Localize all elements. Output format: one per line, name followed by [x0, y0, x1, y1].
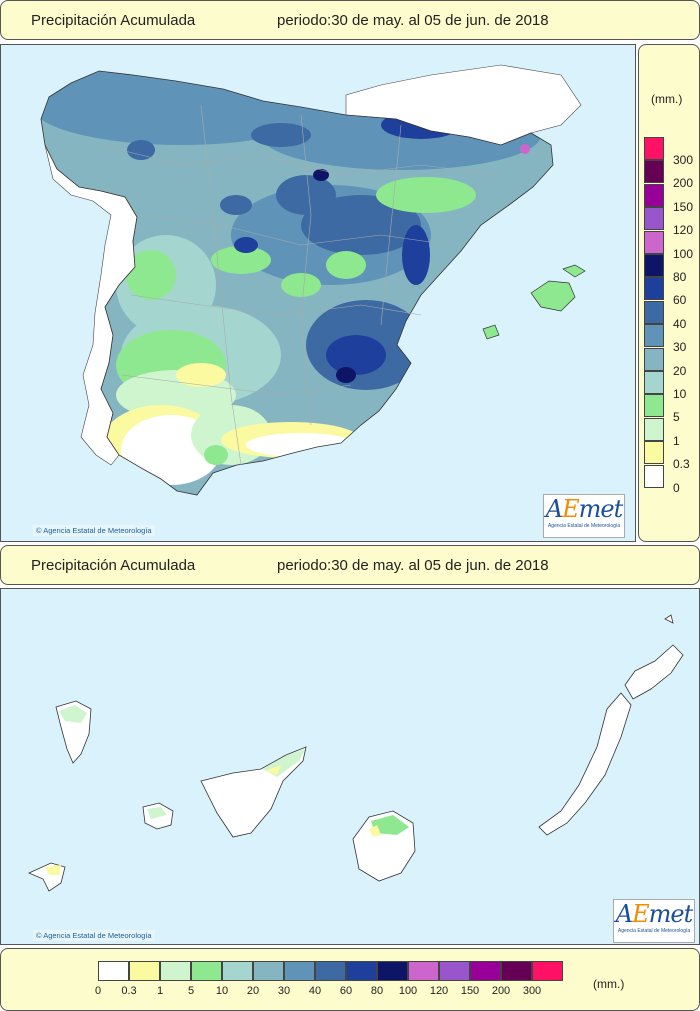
horizontal-legend-label: 10: [215, 985, 229, 997]
vertical-legend-swatch: [644, 230, 664, 254]
horizontal-legend-label: 150: [460, 985, 480, 997]
horizontal-legend-swatch: [315, 961, 346, 981]
horizontal-legend-swatch: [439, 961, 470, 981]
vertical-legend-label: 150: [673, 199, 694, 214]
vertical-legend-label: 100: [673, 246, 694, 261]
vertical-legend-swatch: [644, 183, 664, 207]
vertical-legend-label: 20: [673, 363, 687, 378]
balearic-ibiza: [482, 324, 500, 340]
horizontal-legend-label: 1: [156, 985, 164, 997]
horizontal-legend-swatch: [377, 961, 408, 981]
horizontal-legend-label: 100: [398, 985, 418, 997]
horizontal-legend-unit: (mm.): [593, 977, 625, 991]
horizontal-legend-label: 200: [491, 985, 511, 997]
vertical-legend-swatch: [644, 300, 664, 324]
horizontal-legend-label: 40: [308, 985, 322, 997]
balearic-menorca: [562, 264, 586, 278]
horizontal-legend-swatch: [346, 961, 377, 981]
island-fuerteventura: [538, 692, 632, 836]
vertical-legend-swatch: [644, 441, 664, 465]
top-title-bar: Precipitación Acumulada periodo:30 de ma…: [0, 0, 700, 40]
canary-map-drawing: [28, 614, 684, 892]
horizontal-legend-swatch: [160, 961, 191, 981]
horizontal-legend-label: 0.3: [121, 985, 137, 997]
vertical-legend-swatch: [644, 277, 664, 301]
horizontal-legend-swatch: [222, 961, 253, 981]
top-map-title: Precipitación Acumulada: [31, 12, 196, 29]
horizontal-legend-swatch: [501, 961, 532, 981]
vertical-legend-unit: (mm.): [651, 92, 683, 106]
vertical-legend-label: 10: [673, 387, 687, 401]
bottom-map-period: periodo:30 de may. al 05 de jun. de 2018: [277, 557, 549, 574]
island-lanzarote: [624, 644, 684, 700]
province-boundaries: [100, 104, 502, 466]
vertical-legend-swatch: [644, 347, 664, 371]
horizontal-legend-label: 120: [429, 985, 449, 997]
horizontal-legend-swatch: [253, 961, 284, 981]
vertical-legend-label: 300: [673, 153, 694, 167]
vertical-legend-swatch: [644, 207, 664, 231]
agency-credit-bottom: © Agencia Estatal de Meteorología: [33, 930, 155, 941]
vertical-legend-label: 30: [673, 340, 687, 355]
balearic-mallorca: [530, 280, 576, 312]
bottom-map-title: Precipitación Acumulada: [31, 557, 196, 574]
horizontal-legend-swatch: [284, 961, 315, 981]
horizontal-legend-label: 30: [277, 985, 291, 997]
vertical-legend-swatch: [644, 254, 664, 277]
vertical-legend: (mm.) 300 200 150 120 100 80 60 40 30 20 10 5 1 0.3 0: [638, 44, 700, 542]
horizontal-legend-label: 0: [94, 985, 102, 997]
horizontal-legend: 0 0.3 1 5 10 20 30 40 60 80 100 120 150 200 300 (mm.): [0, 948, 700, 1011]
vertical-legend-label: 5: [673, 410, 680, 425]
vertical-legend-label: 200: [673, 176, 694, 191]
vertical-legend-label: 60: [673, 293, 687, 308]
horizontal-legend-label: 80: [370, 985, 384, 997]
horizontal-legend-swatch: [470, 961, 501, 981]
vertical-legend-label: 80: [673, 270, 687, 284]
vertical-legend-swatch: [644, 394, 664, 418]
vertical-legend-label: 0.3: [673, 457, 690, 472]
vertical-legend-swatch: [644, 160, 664, 184]
vertical-legend-swatch: [644, 324, 664, 348]
vertical-legend-swatch: [644, 371, 664, 394]
top-map-period: periodo:30 de may. al 05 de jun. de 2018: [277, 12, 549, 29]
island-la-palma-green: [59, 705, 87, 723]
vertical-legend-label: 40: [673, 316, 687, 331]
vertical-legend-label: 120: [673, 223, 694, 238]
aemet-logo-bottom: AEmet Agencia Estatal de Meteorología: [613, 899, 695, 943]
aemet-logo-top: AEmet Agencia Estatal de Meteorología: [543, 494, 625, 538]
canary-map: © Agencia Estatal de Meteorología AEmet …: [0, 588, 700, 945]
horizontal-legend-swatch: [408, 961, 439, 981]
vertical-legend-label: 1: [673, 433, 680, 448]
horizontal-legend-swatch: [191, 961, 222, 981]
peninsula-map-drawing: [40, 64, 586, 496]
horizontal-legend-swatch: [98, 961, 129, 981]
bottom-title-bar: Precipitación Acumulada periodo:30 de ma…: [0, 545, 700, 585]
horizontal-legend-label: 20: [246, 985, 260, 997]
horizontal-legend-swatch: [129, 961, 160, 981]
peninsula-map: © Agencia Estatal de Meteorología AEmet …: [0, 44, 636, 542]
agency-credit-top: © Agencia Estatal de Meteorología: [33, 525, 155, 536]
vertical-legend-swatch: [644, 137, 664, 160]
vertical-legend-label: 0: [673, 480, 680, 495]
vertical-legend-swatch: [644, 417, 664, 441]
horizontal-legend-label: 300: [522, 985, 542, 997]
horizontal-legend-swatch: [532, 961, 563, 981]
vertical-legend-swatch: [644, 464, 664, 488]
horizontal-legend-label: 5: [187, 985, 195, 997]
horizontal-legend-label: 60: [339, 985, 353, 997]
